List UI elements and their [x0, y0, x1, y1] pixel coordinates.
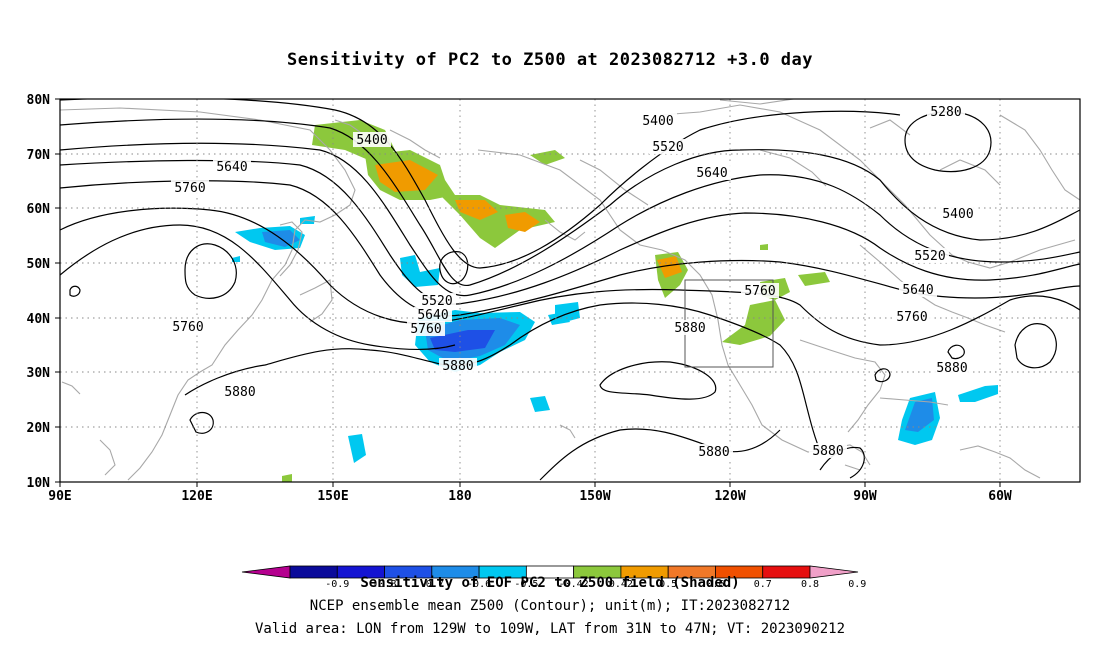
colorbar-tick-label: 0.42 [609, 579, 633, 590]
contour-label: 5640 [417, 308, 448, 323]
shaded-positive [282, 120, 830, 482]
lat-label: 80N [27, 93, 51, 108]
contour-label: 5760 [896, 310, 927, 325]
contour-label: 5880 [224, 385, 255, 400]
colorbar-tick-label: 0.9 [848, 579, 866, 590]
colorbar-tick-label: -0.7 [420, 579, 444, 590]
colorbar-tick-label: -0.6 [467, 579, 491, 590]
contour-label: 5640 [902, 283, 933, 298]
colorbar-tick-label: 0.6 [706, 579, 724, 590]
chart-title: Sensitivity of PC2 to Z500 at 2023082712… [286, 50, 813, 70]
contour-label: 5760 [172, 320, 203, 335]
lon-label: 150E [317, 489, 348, 504]
lon-label: 120E [181, 489, 212, 504]
lon-label: 180 [448, 489, 472, 504]
colorbar: -0.9 -0.8 -0.7 -0.6 -0.5 -0.42 0.42 0.5 0.6 0.7 0.… [241, 565, 866, 590]
colorbar-tick-label: 0.7 [754, 579, 772, 590]
colorbar-extend-high [809, 565, 859, 579]
map-frame [59, 98, 1081, 483]
colorbar-tick-label: -0.42 [559, 579, 589, 590]
z500-contours [60, 99, 1080, 481]
colorbar-tick-label: 0.5 [659, 579, 677, 590]
lat-label: 50N [27, 257, 51, 272]
lon-label: 90W [853, 489, 877, 504]
contour-label-layer: 5400540055205640576052805400552056405760… [169, 104, 977, 460]
footer-line-shading: Sensitivity of EOF PC2 to Z500 field (Sh… [360, 575, 740, 591]
lat-label: 10N [27, 476, 51, 491]
contour-label: 5760 [174, 181, 205, 196]
contour-label: 5760 [410, 322, 441, 337]
grid [60, 99, 1080, 482]
colorbar-tick-label: -0.5 [514, 579, 538, 590]
contour-label: 5400 [356, 133, 387, 148]
contour-label: 5880 [442, 359, 473, 374]
lon-label: 60W [988, 489, 1012, 504]
colorbar-tick-label: -0.8 [372, 579, 396, 590]
colorbar-tick-label: 0.8 [801, 579, 819, 590]
footer-line-valid-area: Valid area: LON from 129W to 109W, LAT f… [254, 621, 845, 637]
contour-label: 5640 [696, 166, 727, 181]
contour-label: 5880 [674, 321, 705, 336]
lon-label: 120W [714, 489, 745, 504]
contour-label: 5520 [652, 140, 683, 155]
lat-label: 40N [27, 312, 51, 327]
lat-label: 60N [27, 202, 51, 217]
lon-label: 150W [579, 489, 610, 504]
contour-label: 5400 [942, 207, 973, 222]
contour-label: 5880 [936, 361, 967, 376]
colorbar-tick-label: -0.9 [325, 579, 349, 590]
lat-label: 30N [27, 366, 51, 381]
lat-label: 70N [27, 148, 51, 163]
lon-ticks: 90E 120E 150E 180 150W 120W 90W 60W [48, 482, 1012, 504]
contour-label: 5400 [642, 114, 673, 129]
contour-label: 5880 [812, 444, 843, 459]
lon-label: 90E [48, 489, 71, 504]
contour-label: 5280 [930, 105, 961, 120]
contour-label: 5520 [421, 294, 452, 309]
lat-label: 20N [27, 421, 51, 436]
contour-label: 5760 [744, 284, 775, 299]
map-content: 5400540055205640576052805400552056405760… [60, 99, 1080, 482]
footer-line-contour: NCEP ensemble mean Z500 (Contour); unit(… [309, 598, 791, 614]
contour-label: 5520 [914, 249, 945, 264]
contour-label: 5880 [698, 445, 729, 460]
lat-ticks: 80N 70N 60N 50N 40N 30N 20N 10N [27, 93, 60, 491]
contour-label: 5640 [216, 160, 247, 175]
